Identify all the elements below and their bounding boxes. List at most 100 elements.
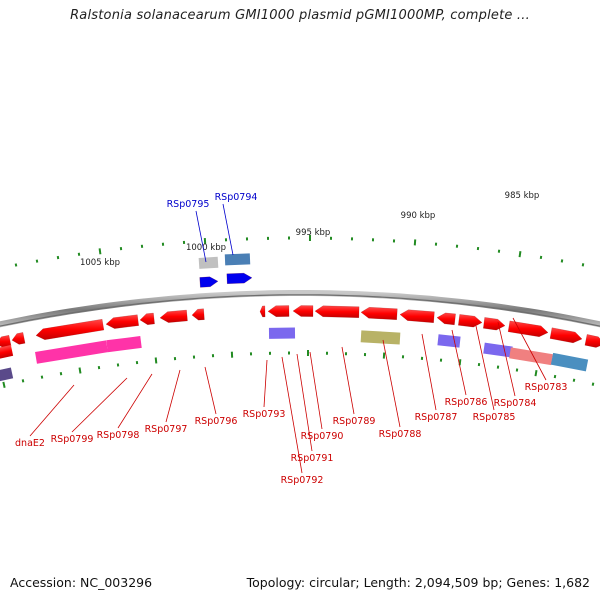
label-leader <box>296 353 313 452</box>
label-leader <box>281 356 303 474</box>
inner-tick <box>268 351 272 355</box>
feature-label: RSp0785 <box>473 412 516 423</box>
scale-tick <box>392 239 396 243</box>
feature-box <box>509 347 553 366</box>
label-leader <box>512 317 547 381</box>
scale-tick <box>56 255 60 260</box>
scale-tick <box>140 244 144 248</box>
feature-box <box>35 340 108 364</box>
feature-box <box>437 334 461 348</box>
feature-label: RSp0784 <box>494 398 537 409</box>
scale-label: 990 kbp <box>401 211 436 221</box>
scale-tick <box>476 246 480 251</box>
gene-arrow-blue <box>199 276 219 288</box>
inner-tick <box>2 381 6 388</box>
map-title: Ralstonia solanacearum GMI1000 plasmid p… <box>70 8 530 23</box>
feature-box <box>268 327 296 339</box>
inner-tick <box>78 367 82 374</box>
feature-box <box>224 253 251 266</box>
scale-tick <box>224 238 228 242</box>
inner-tick <box>306 350 310 357</box>
inner-tick <box>154 357 158 364</box>
feature-label: RSp0789 <box>333 416 376 427</box>
scale-tick <box>350 237 354 241</box>
accession-label: Accession: NC_003296 <box>10 575 153 590</box>
label-leader <box>382 339 401 428</box>
inner-tick <box>515 368 519 372</box>
gene-arrow <box>584 334 600 348</box>
gene-arrow <box>35 318 105 340</box>
scale-label: 995 kbp <box>296 228 331 238</box>
genome-backbone <box>0 290 600 328</box>
inner-tick <box>287 351 291 355</box>
scale-tick <box>161 242 165 246</box>
inner-tick <box>572 378 576 382</box>
feature-label: RSp0796 <box>195 416 238 427</box>
feature-label: RSp0792 <box>281 475 324 486</box>
scale-tick <box>245 237 249 241</box>
label-leader <box>421 333 437 411</box>
feature-box <box>198 256 219 269</box>
scale-tick <box>77 252 81 256</box>
scale-tick <box>182 240 186 245</box>
inner-tick <box>249 352 253 356</box>
scale-tick <box>14 263 18 267</box>
label-leader <box>29 384 75 437</box>
label-leader <box>117 373 153 429</box>
feature-label: RSp0794 <box>215 192 258 203</box>
inner-tick <box>534 370 538 377</box>
gene-arrow <box>483 317 506 331</box>
scale-tick <box>119 247 123 251</box>
gene-arrow <box>267 305 290 317</box>
inner-tick <box>135 360 139 365</box>
feature-label: RSp0787 <box>415 412 458 423</box>
gene-arrow <box>11 332 26 345</box>
scale-tick <box>203 237 207 245</box>
scale-tick <box>560 259 564 263</box>
gene-arrow <box>0 345 14 360</box>
gene-arrow-blue <box>226 272 253 285</box>
scale-tick <box>35 259 39 263</box>
inner-tick <box>591 382 595 386</box>
scale-tick <box>581 263 585 267</box>
inner-tick <box>97 365 101 370</box>
feature-label: RSp0799 <box>51 434 94 445</box>
scale-tick <box>434 242 438 246</box>
inner-tick <box>477 362 481 367</box>
feature-label: RSp0791 <box>291 453 334 464</box>
scale-label: 985 kbp <box>505 191 540 201</box>
label-leader <box>451 329 467 396</box>
feature-label: RSp0788 <box>379 429 422 440</box>
label-leader <box>71 377 128 433</box>
feature-box <box>0 367 14 382</box>
scale-tick <box>266 236 270 240</box>
inner-tick <box>40 375 44 379</box>
scale-tick <box>329 236 333 240</box>
inner-tick <box>382 352 386 359</box>
inner-tick <box>553 374 557 379</box>
genome-backbone-shadow <box>0 294 600 327</box>
feature-label: RSp0798 <box>97 430 140 441</box>
scale-tick <box>98 248 102 255</box>
feature-label: RSp0793 <box>243 409 286 420</box>
label-leader <box>222 203 234 256</box>
inner-tick <box>21 379 25 383</box>
feature-label: RSp0797 <box>145 424 188 435</box>
gene-arrow <box>360 306 398 321</box>
gene-arrow <box>191 308 205 321</box>
scale-label: 1000 kbp <box>186 243 226 253</box>
inner-tick <box>439 358 443 362</box>
inner-tick <box>59 372 63 376</box>
feature-box <box>550 352 589 372</box>
gene-arrow <box>314 305 360 318</box>
gene-arrow <box>105 314 139 329</box>
feature-label: RSp0783 <box>525 382 568 393</box>
label-leader <box>263 359 268 408</box>
inner-tick <box>230 351 234 358</box>
inner-tick <box>116 363 120 367</box>
inner-tick <box>192 355 196 359</box>
feature-label: RSp0786 <box>445 397 488 408</box>
gene-arrow <box>159 309 188 323</box>
inner-tick <box>401 355 405 359</box>
